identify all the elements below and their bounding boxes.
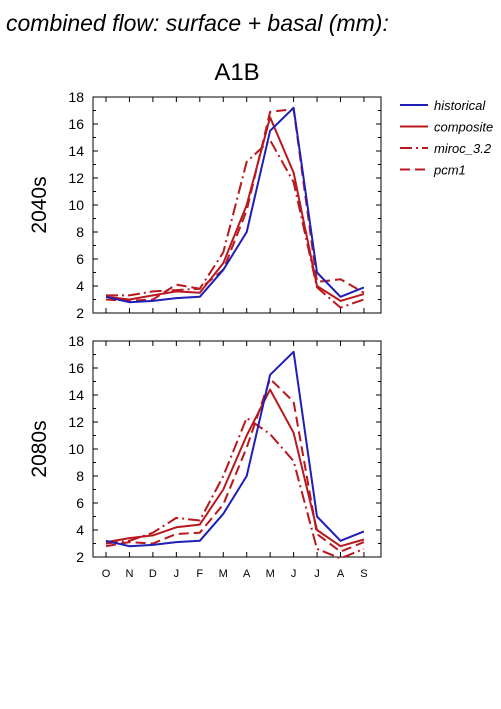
legend-item-composite: composite xyxy=(400,120,493,135)
x-tick-label: A xyxy=(243,568,251,580)
legend-item-pcm1: pcm1 xyxy=(400,163,466,178)
legend-label: historical xyxy=(434,98,486,113)
y-tick-label: 4 xyxy=(76,522,84,538)
series-line-historical xyxy=(105,106,365,304)
y-tick-label: 16 xyxy=(68,360,84,376)
legend-item-miroc-3-2: miroc_3.2 xyxy=(400,141,492,156)
panel-title: A1B xyxy=(214,59,259,86)
series-line-pcm1 xyxy=(105,377,365,553)
legend: historical composite miroc_3.2 pcm1 xyxy=(400,98,493,178)
panel-2040s: 2 4 6 8 10 12 14 16 18 A1B 2040s xyxy=(28,59,382,321)
legend-item-historical: historical xyxy=(400,98,486,113)
y-tick-label: 10 xyxy=(68,441,84,457)
y-tick-label: 6 xyxy=(76,251,84,267)
legend-label: pcm1 xyxy=(433,163,466,178)
x-tick-label: D xyxy=(149,568,157,580)
legend-label: composite xyxy=(434,120,493,135)
y-tick-label: 8 xyxy=(76,224,84,240)
x-tick-label: S xyxy=(360,568,367,580)
y-tick-label: 2 xyxy=(76,549,84,565)
y-tick-label: 14 xyxy=(68,143,84,159)
panel-y-label: 2040s xyxy=(28,176,51,233)
y-tick-label: 18 xyxy=(68,333,84,349)
x-tick-label: M xyxy=(266,568,275,580)
series-line-pcm1 xyxy=(105,108,365,302)
x-tick-label: N xyxy=(125,568,133,580)
series-line-miroc-3-2 xyxy=(106,139,365,309)
y-tick-label: 4 xyxy=(76,278,84,294)
x-tick-label: J xyxy=(174,568,180,580)
y-tick-label: 18 xyxy=(68,89,84,105)
x-tick-label: A xyxy=(337,568,345,580)
x-tick-label: J xyxy=(314,568,320,580)
y-tick-label: 10 xyxy=(68,197,84,213)
series-line-historical xyxy=(105,350,365,548)
chart-panels: 2 4 6 8 10 12 14 16 18 A1B 2040s 2 4 6 8 10 12 14 16 18 O N D J… xyxy=(28,59,382,580)
x-tick-label: M xyxy=(219,568,228,580)
x-tick-label: F xyxy=(196,568,203,580)
x-tick-label: J xyxy=(291,568,297,580)
x-tick-label: O xyxy=(102,568,111,580)
y-tick-label: 12 xyxy=(68,414,84,430)
y-tick-label: 6 xyxy=(76,495,84,511)
legend-label: miroc_3.2 xyxy=(434,141,492,156)
plot-frame xyxy=(92,340,382,558)
panel-2080s: 2 4 6 8 10 12 14 16 18 O N D J F M A M J J A S 2080s xyxy=(28,333,382,580)
y-tick-label: 2 xyxy=(76,305,84,321)
series-line-miroc-3-2 xyxy=(105,416,365,560)
y-tick-label: 16 xyxy=(68,116,84,132)
series-line-composite xyxy=(105,388,365,548)
series-line-composite xyxy=(105,116,365,302)
y-tick-label: 8 xyxy=(76,468,84,484)
panel-y-label: 2080s xyxy=(28,420,51,477)
y-tick-label: 14 xyxy=(68,387,84,403)
y-tick-label: 12 xyxy=(68,170,84,186)
figure-title: combined flow: surface + basal (mm): xyxy=(6,10,389,36)
